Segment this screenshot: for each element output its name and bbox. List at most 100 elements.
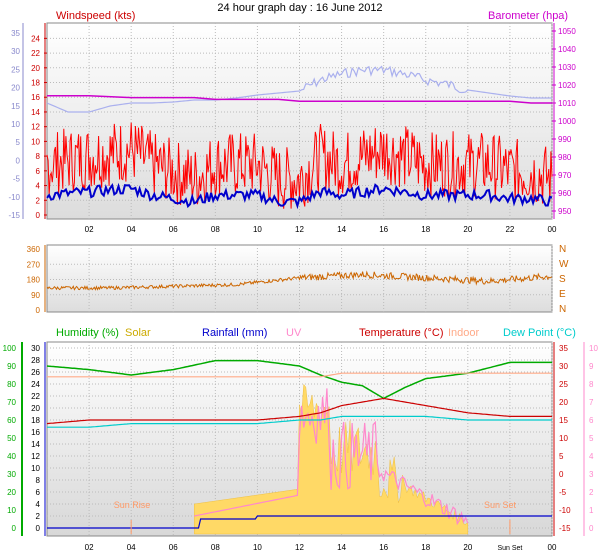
- compass-tick-label: S: [559, 274, 566, 285]
- wind-tick-label: 22: [31, 49, 40, 58]
- wind-x-tick-label: 06: [169, 225, 178, 234]
- wind-x-tick-label: 12: [295, 225, 304, 234]
- uv-tick-label: 3: [589, 470, 594, 479]
- trace-tick-label: 35: [11, 29, 20, 38]
- climate-x-tick-label: Sun Set: [497, 545, 522, 552]
- dewpoint-line: [47, 415, 552, 428]
- trace-tick-label: 0: [16, 156, 21, 165]
- humidity-tick-label: 100: [3, 344, 17, 353]
- climate-x-tick-label: 00: [548, 543, 557, 552]
- trace-line: [46, 65, 552, 113]
- direction-tick-label: 360: [27, 245, 41, 254]
- rain-tick-label: 28: [31, 356, 40, 365]
- wind-x-tick-label: 20: [463, 225, 472, 234]
- compass-tick-label: N: [559, 244, 566, 255]
- rain-tick-label: 14: [31, 440, 40, 449]
- barometer-label: Barometer (hpa): [488, 10, 568, 22]
- humidity-tick-label: 80: [7, 380, 16, 389]
- rain-tick-label: 22: [31, 392, 40, 401]
- humidity-tick-label: 20: [7, 488, 16, 497]
- temperature-tick-label: 35: [559, 344, 568, 353]
- wind-panel: Windspeed (kts) Barometer (hpa) 24222018…: [8, 10, 576, 234]
- trace-tick-label: -15: [8, 211, 20, 220]
- baro-tick-label: 990: [558, 135, 572, 144]
- wind-x-tick-label: 04: [127, 225, 136, 234]
- humidity-tick-label: 30: [7, 470, 16, 479]
- wind-x-tick-label: 16: [379, 225, 388, 234]
- legend-humidity: Humidity (%): [56, 327, 119, 339]
- wind-x-tick-label: 08: [211, 225, 220, 234]
- wind-tick-label: 24: [31, 34, 40, 43]
- temperature-tick-label: -5: [559, 488, 567, 497]
- trace-tick-label: 15: [11, 102, 20, 111]
- humidity-tick-label: 10: [7, 506, 16, 515]
- wind-x-tick-label: 14: [337, 225, 346, 234]
- wind-tick-label: 2: [36, 196, 41, 205]
- barometer-line: [47, 95, 552, 104]
- uv-tick-label: 8: [589, 380, 594, 389]
- wind-x-tick-label: 02: [85, 225, 94, 234]
- climate-x-tick-label: 08: [211, 543, 220, 552]
- temperature-tick-label: 0: [559, 470, 564, 479]
- legend-temperature: Temperature (°C): [359, 327, 443, 339]
- trace-tick-label: -10: [8, 193, 20, 202]
- direction-tick-label: 90: [31, 291, 40, 300]
- baro-tick-label: 980: [558, 153, 572, 162]
- baro-tick-label: 970: [558, 171, 572, 180]
- uv-tick-label: 6: [589, 416, 594, 425]
- temperature-line: [46, 397, 552, 425]
- rain-tick-label: 8: [36, 476, 41, 485]
- baro-tick-label: 950: [558, 207, 572, 216]
- rain-tick-label: 26: [31, 368, 40, 377]
- climate-x-tick-label: 10: [253, 543, 262, 552]
- chart-title: 24 hour graph day : 16 June 2012: [217, 2, 382, 14]
- sunset-label: Sun Set: [484, 500, 517, 510]
- rain-tick-label: 30: [31, 344, 40, 353]
- compass-tick-label: N: [559, 304, 566, 315]
- legend-uv: UV: [286, 327, 302, 339]
- wind-tick-label: 16: [31, 93, 40, 102]
- baro-tick-label: 1050: [558, 27, 576, 36]
- humidity-tick-label: 90: [7, 362, 16, 371]
- uv-tick-label: 1: [589, 506, 594, 515]
- windspeed-label: Windspeed (kts): [56, 10, 135, 22]
- baro-tick-label: 1040: [558, 45, 576, 54]
- rain-tick-label: 2: [36, 512, 41, 521]
- trace-tick-label: -5: [13, 175, 21, 184]
- legend-rainfall: Rainfall (mm): [202, 327, 267, 339]
- uv-tick-label: 9: [589, 362, 594, 371]
- wind-tick-label: 12: [31, 123, 40, 132]
- climate-x-tick-label: 16: [379, 543, 388, 552]
- trace-tick-label: 25: [11, 65, 20, 74]
- rain-tick-label: 24: [31, 380, 40, 389]
- temperature-tick-label: 25: [559, 380, 568, 389]
- temperature-tick-label: -10: [559, 506, 571, 515]
- wind-x-tick-label: 10: [253, 225, 262, 234]
- wind-tick-label: 4: [36, 182, 41, 191]
- uv-line: [194, 388, 469, 526]
- baro-tick-label: 1000: [558, 117, 576, 126]
- climate-x-tick-label: 12: [295, 543, 304, 552]
- rain-tick-label: 20: [31, 404, 40, 413]
- temperature-tick-label: -15: [559, 524, 571, 533]
- direction-tick-label: 0: [36, 306, 41, 315]
- legend-dewpoint: Dew Point (°C): [503, 327, 576, 339]
- uv-tick-label: 4: [589, 452, 594, 461]
- rain-tick-label: 4: [36, 500, 41, 509]
- climate-x-tick-label: 18: [421, 543, 430, 552]
- rain-tick-label: 6: [36, 488, 41, 497]
- uv-tick-label: 0: [589, 524, 594, 533]
- rain-tick-label: 0: [36, 524, 41, 533]
- wind-tick-label: 18: [31, 79, 40, 88]
- climate-x-tick-label: 20: [463, 543, 472, 552]
- uv-tick-label: 2: [589, 488, 594, 497]
- humidity-tick-label: 0: [12, 524, 17, 533]
- compass-tick-label: E: [559, 289, 566, 300]
- trace-tick-label: 30: [11, 47, 20, 56]
- wind-tick-label: 20: [31, 64, 40, 73]
- wind-tick-label: 8: [36, 152, 41, 161]
- climate-x-tick-label: 04: [127, 543, 136, 552]
- wind-x-tick-label: 00: [548, 225, 557, 234]
